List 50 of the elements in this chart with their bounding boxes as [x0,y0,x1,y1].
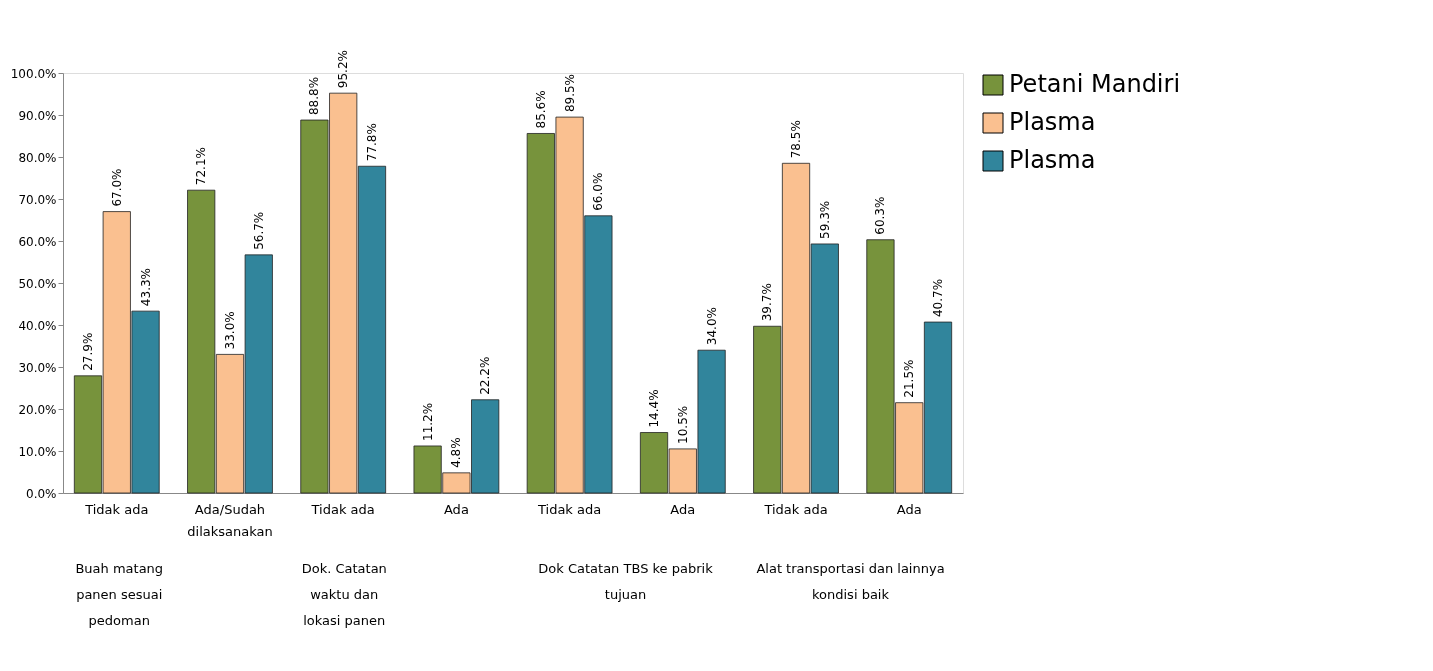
data-label: 4.8% [449,437,464,468]
data-label: 77.8% [364,123,379,162]
data-label: 33.0% [222,311,237,350]
data-label: 56.7% [251,211,266,250]
x-tick-label: Tidak ada [536,501,602,517]
data-label: 34.0% [704,307,719,346]
data-label: 60.3% [873,196,888,235]
data-label: 39.7% [760,283,775,322]
data-label: 85.6% [533,90,548,129]
data-label: 27.9% [80,332,95,371]
legend-label: Petani Mandiri [1009,70,1181,98]
data-label: 40.7% [931,278,946,318]
y-tick-label: 10.0% [18,444,57,459]
x-tick-label: Ada [670,501,696,517]
data-label: 21.5% [902,359,917,398]
data-label: 22.2% [478,356,493,395]
data-label: 43.3% [138,268,153,307]
data-label: 88.8% [307,76,322,116]
data-label: 89.5% [562,73,577,113]
text: Alat transportasi dan lainnya kondisi baik [756,561,945,602]
x-tick-label: Tidak ada [84,501,149,517]
y-tick-label: 20.0% [18,402,57,417]
data-label: 59.3% [817,200,832,239]
y-tick-label: 50.0% [18,276,57,291]
text: Dok Catatan TBS ke pabrik tujuan [538,561,714,602]
data-label: 66.0% [591,172,606,211]
data-label: 72.1% [194,147,209,186]
data-label: 67.0% [109,168,124,207]
x-tick-label: Ada [443,501,469,517]
x-tick-label: Ada [896,501,922,517]
text: Buah matang panen sesuai pedoman [75,561,164,628]
y-tick-label: 80.0% [18,150,57,165]
y-tick-label: 90.0% [18,108,57,123]
legend-label: Plasma [1009,146,1096,174]
legend-label: Plasma [1009,108,1096,136]
y-tick-label: 0.0% [26,486,57,501]
data-label: 14.4% [647,389,662,428]
data-label: 78.5% [789,120,804,159]
y-tick-label: 40.0% [18,318,57,333]
y-tick-label: 60.0% [18,234,57,249]
x-tick-label: Tidak ada [310,501,375,517]
x-tick-label: Tidak ada [763,501,828,517]
data-label: 95.2% [336,50,351,89]
x-tick-label: Ada/Sudah dilaksanakan [187,501,273,539]
y-tick-label: 70.0% [18,192,57,207]
y-tick-label: 30.0% [18,360,57,375]
data-label: 10.5% [675,405,690,444]
text: Dok. Catatan waktu dan lokasi panen [301,561,387,628]
y-tick-label: 100.0% [10,66,57,81]
data-label: 11.2% [420,402,435,441]
